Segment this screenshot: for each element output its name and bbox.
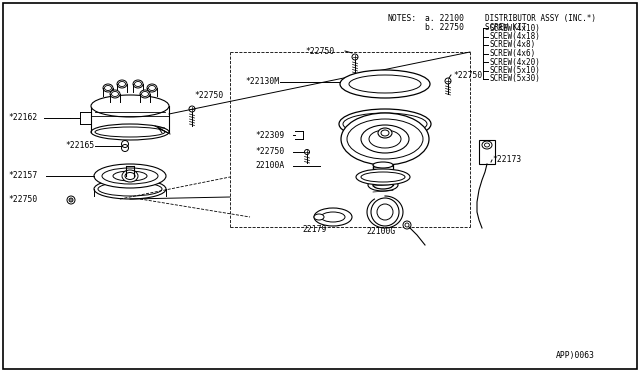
Ellipse shape [94, 164, 166, 188]
Ellipse shape [378, 128, 392, 138]
Ellipse shape [339, 109, 431, 139]
Text: 22100A: 22100A [255, 161, 284, 170]
Ellipse shape [91, 124, 169, 140]
Ellipse shape [373, 181, 393, 189]
Ellipse shape [373, 162, 393, 168]
Text: *22750: *22750 [255, 148, 284, 157]
Ellipse shape [133, 80, 143, 88]
Text: SCREW(4x18): SCREW(4x18) [489, 32, 540, 41]
Ellipse shape [94, 179, 166, 199]
Text: APP)0063: APP)0063 [556, 351, 595, 360]
Text: *22309: *22309 [255, 131, 284, 140]
Ellipse shape [103, 84, 113, 92]
Text: *22750: *22750 [8, 196, 37, 205]
Ellipse shape [91, 95, 169, 117]
Text: 22100G: 22100G [366, 227, 396, 235]
Text: NOTES:: NOTES: [388, 14, 417, 23]
Circle shape [371, 198, 399, 226]
Text: *22750: *22750 [305, 46, 334, 55]
Text: *22157: *22157 [8, 171, 37, 180]
Ellipse shape [314, 214, 324, 220]
Ellipse shape [341, 113, 429, 165]
Text: SCREW(5x10): SCREW(5x10) [489, 66, 540, 75]
Ellipse shape [140, 90, 150, 98]
Ellipse shape [340, 70, 430, 98]
Text: *22162: *22162 [8, 113, 37, 122]
Ellipse shape [314, 208, 352, 226]
Text: *22173: *22173 [492, 155, 521, 164]
Text: *22165: *22165 [66, 141, 95, 151]
Text: SCREW(4x20): SCREW(4x20) [489, 58, 540, 67]
Ellipse shape [110, 90, 120, 98]
Text: SCREW(4x10): SCREW(4x10) [489, 23, 540, 32]
Ellipse shape [147, 84, 157, 92]
Text: *22130M: *22130M [246, 77, 280, 87]
Ellipse shape [361, 125, 409, 153]
Text: SCREW(4x6): SCREW(4x6) [489, 49, 535, 58]
Text: SCREW KIT: SCREW KIT [485, 23, 527, 32]
Ellipse shape [117, 80, 127, 88]
Ellipse shape [122, 170, 138, 182]
Ellipse shape [356, 169, 410, 185]
Text: 22179: 22179 [303, 224, 327, 234]
Text: *22750: *22750 [453, 71, 483, 80]
Circle shape [69, 198, 73, 202]
Text: SCREW(5x30): SCREW(5x30) [489, 74, 540, 83]
Text: SCREW(4x8): SCREW(4x8) [489, 41, 535, 49]
Text: *22750: *22750 [194, 90, 223, 99]
Bar [479, 140, 495, 164]
Text: a. 22100: a. 22100 [425, 14, 464, 23]
Circle shape [403, 221, 411, 229]
Text: b. 22750: b. 22750 [425, 23, 464, 32]
Text: DISTRIBUTOR ASSY (INC.*): DISTRIBUTOR ASSY (INC.*) [485, 14, 596, 23]
